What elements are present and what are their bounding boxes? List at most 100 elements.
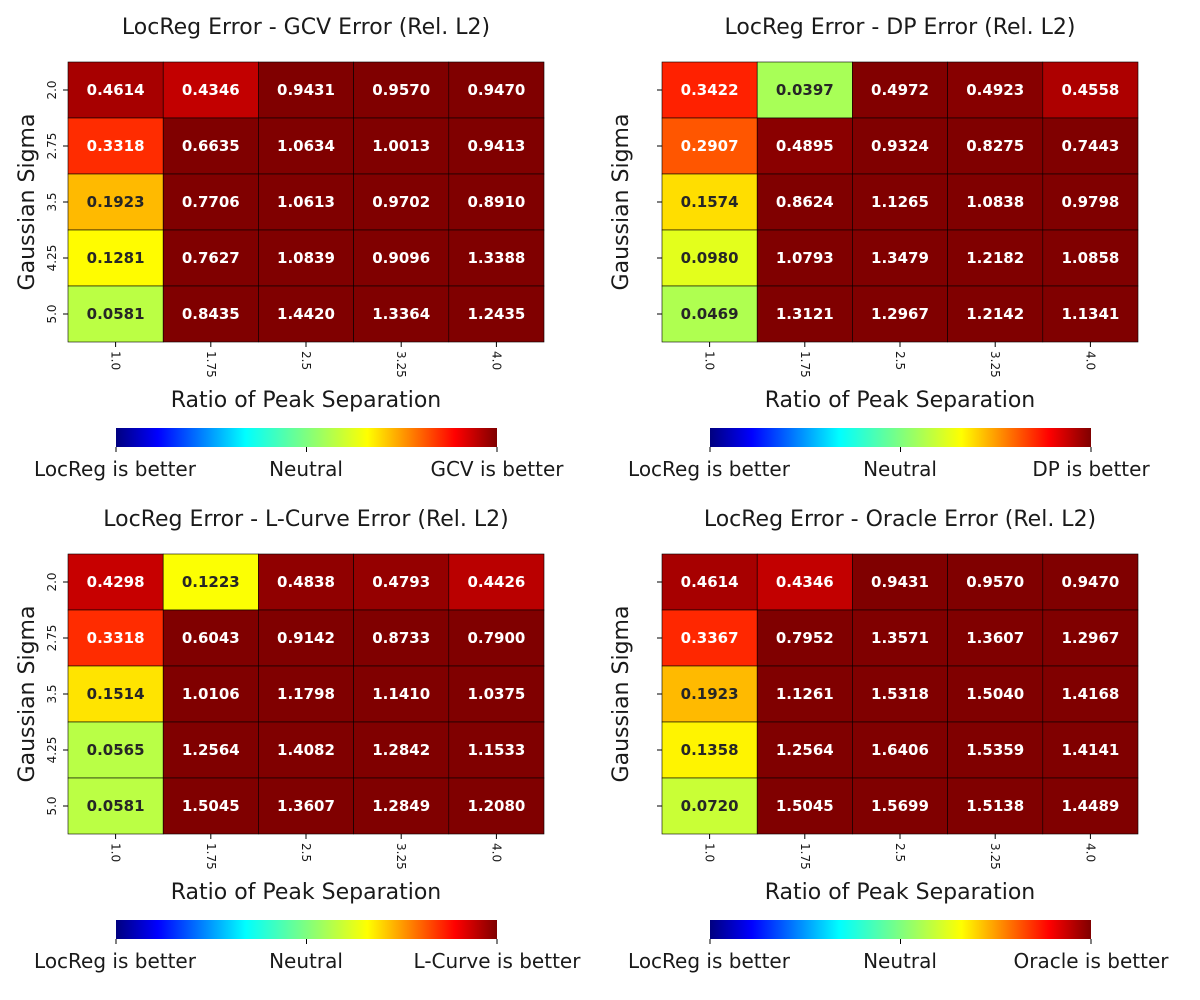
colorbar-label: L-Curve is better — [414, 949, 582, 973]
y-tick-label: 5.0 — [45, 796, 59, 815]
cell-value-label: 1.5359 — [966, 741, 1024, 759]
heatmap-panel: LocReg Error - Oracle Error (Rel. L2) 0.4… — [609, 507, 1169, 973]
x-tick-label: 4.0 — [1083, 351, 1097, 370]
cell-value-label: 1.0375 — [467, 685, 525, 703]
heatmap-cell — [448, 777, 545, 835]
cell-value-label: 0.9431 — [277, 81, 335, 99]
chart-title: LocReg Error - GCV Error (Rel. L2) — [122, 15, 490, 40]
y-axis-label: Gaussian Sigma — [609, 114, 634, 291]
heatmap-cell — [162, 777, 259, 835]
cell-value-label: 1.5318 — [871, 685, 929, 703]
cell-value-label: 0.4793 — [372, 573, 430, 591]
cell-value-label: 0.8435 — [182, 305, 240, 323]
x-tick-label: 3.25 — [394, 351, 408, 378]
heatmap-cell — [1042, 553, 1139, 611]
x-tick-label: 1.75 — [798, 843, 812, 870]
heatmap-cell — [67, 777, 164, 835]
colorbar-label: Neutral — [269, 949, 343, 973]
heatmap-cell — [258, 665, 354, 723]
cell-value-label: 0.0980 — [681, 249, 739, 267]
heatmap-cell — [162, 665, 259, 723]
heatmap-cell — [661, 553, 758, 611]
x-tick-label: 1.75 — [798, 351, 812, 378]
heatmap-cell — [67, 721, 164, 779]
cell-value-label: 1.0613 — [277, 193, 335, 211]
heatmap-cell — [448, 721, 545, 779]
heatmap-cell — [258, 285, 354, 343]
heatmap-cell — [162, 173, 259, 231]
x-tick-label: 4.0 — [489, 351, 503, 370]
cell-value-label: 0.4346 — [182, 81, 240, 99]
cell-value-label: 0.4558 — [1061, 81, 1119, 99]
colorbar-label: Neutral — [863, 457, 937, 481]
colorbar — [116, 428, 497, 447]
y-tick-label: 4.25 — [45, 737, 59, 764]
heatmap-cell — [852, 609, 948, 667]
x-tick-label: 4.0 — [1083, 843, 1097, 862]
heatmap-cell — [661, 173, 758, 231]
heatmap-cell — [1042, 285, 1139, 343]
cell-value-label: 0.8275 — [966, 137, 1024, 155]
colorbar — [116, 920, 497, 939]
heatmap-cell — [756, 117, 853, 175]
cell-value-label: 1.3607 — [277, 797, 335, 815]
y-tick-label: 2.0 — [45, 572, 59, 591]
cell-value-label: 0.3318 — [87, 137, 145, 155]
heatmap-cell — [661, 285, 758, 343]
x-axis-label: Ratio of Peak Separation — [171, 880, 442, 905]
cell-value-label: 0.3367 — [681, 629, 739, 647]
cell-value-label: 1.2842 — [372, 741, 430, 759]
x-tick-label: 3.25 — [394, 843, 408, 870]
heatmap-cell — [756, 285, 853, 343]
cell-value-label: 0.0397 — [776, 81, 834, 99]
cell-value-label: 0.0720 — [681, 797, 739, 815]
cell-value-label: 0.3318 — [87, 629, 145, 647]
cell-value-label: 0.1923 — [681, 685, 739, 703]
cell-value-label: 0.8910 — [467, 193, 525, 211]
heatmap-cell — [947, 777, 1044, 835]
y-tick-label: 3.5 — [45, 192, 59, 211]
heatmap-cell — [756, 609, 853, 667]
cell-value-label: 0.9470 — [1061, 573, 1119, 591]
heatmap-cell — [756, 665, 853, 723]
cell-value-label: 0.4298 — [87, 573, 145, 591]
heatmap-cell — [947, 721, 1044, 779]
cell-value-label: 0.9324 — [871, 137, 929, 155]
cell-value-label: 1.2080 — [467, 797, 525, 815]
cell-value-label: 0.6635 — [182, 137, 240, 155]
heatmap-cell — [353, 229, 450, 287]
cell-value-label: 1.4082 — [277, 741, 335, 759]
colorbar-label: GCV is better — [430, 457, 564, 481]
cell-value-label: 1.4168 — [1061, 685, 1119, 703]
cell-value-label: 1.1265 — [871, 193, 929, 211]
cell-value-label: 0.1574 — [681, 193, 739, 211]
cell-value-label: 0.9470 — [467, 81, 525, 99]
heatmap-panel: LocReg Error - DP Error (Rel. L2) 0.3422 0… — [609, 15, 1150, 481]
heatmap-cell — [1042, 61, 1139, 119]
cell-value-label: 1.1261 — [776, 685, 834, 703]
cell-value-label: 1.3121 — [776, 305, 834, 323]
x-tick-label: 4.0 — [489, 843, 503, 862]
cell-value-label: 0.7952 — [776, 629, 834, 647]
cell-value-label: 0.8624 — [776, 193, 834, 211]
heatmap-cell — [947, 553, 1044, 611]
cell-value-label: 0.4614 — [681, 573, 739, 591]
cell-value-label: 1.2564 — [182, 741, 240, 759]
cell-value-label: 0.4838 — [277, 573, 335, 591]
colorbar-label: LocReg is better — [628, 457, 791, 481]
cell-value-label: 1.3607 — [966, 629, 1024, 647]
heatmap-cell — [448, 609, 545, 667]
heatmap-cell — [258, 117, 354, 175]
heatmap-cell — [947, 665, 1044, 723]
heatmap-cell — [258, 777, 354, 835]
cell-value-label: 1.2967 — [1061, 629, 1119, 647]
heatmap-cell — [353, 61, 450, 119]
heatmap-cell — [852, 229, 948, 287]
chart-title: LocReg Error - Oracle Error (Rel. L2) — [704, 507, 1096, 532]
heatmap-cell — [756, 173, 853, 231]
y-axis-label: Gaussian Sigma — [609, 606, 634, 783]
cell-value-label: 1.5138 — [966, 797, 1024, 815]
x-tick-label: 1.0 — [109, 351, 123, 370]
colorbar-label: Oracle is better — [1014, 949, 1170, 973]
heatmap-cell — [162, 285, 259, 343]
